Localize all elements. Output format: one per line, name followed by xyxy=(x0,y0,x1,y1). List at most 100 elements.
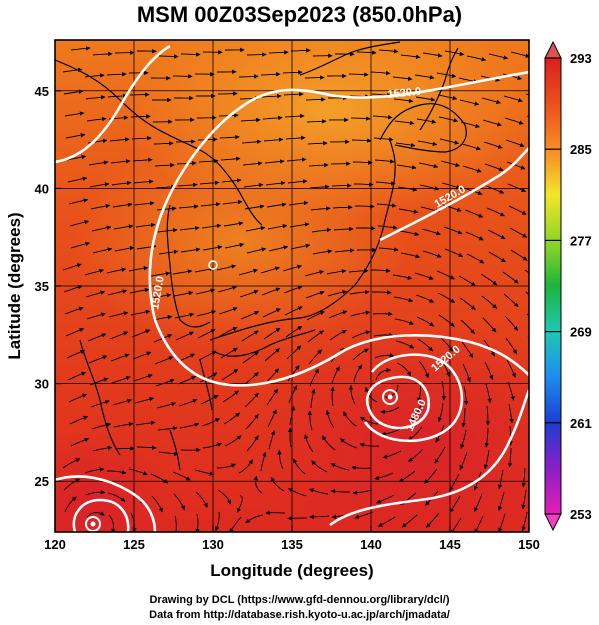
streamline-arrow xyxy=(505,337,518,355)
streamline-arrow xyxy=(242,161,263,166)
streamline-arrow xyxy=(509,227,528,238)
streamline-arrow xyxy=(328,310,348,319)
y-axis-ticks: 25 30 35 40 45 xyxy=(35,84,61,489)
streamline-arrow xyxy=(286,157,307,162)
streamline-arrow xyxy=(197,137,218,142)
streamline-arrow xyxy=(371,290,392,295)
streamline-arrow xyxy=(86,312,106,320)
colorbar-tick-label: 253 xyxy=(570,507,592,522)
streamline-arrow xyxy=(86,511,105,518)
streamline-arrow xyxy=(394,318,414,325)
streamline-arrow xyxy=(131,135,152,141)
colorbar-tick-label: 293 xyxy=(570,51,592,66)
streamline-arrow xyxy=(351,330,371,339)
streamline-arrow xyxy=(62,263,82,271)
streamline-arrow xyxy=(376,203,397,208)
streamline-arrow xyxy=(307,330,324,343)
streamline-arrow xyxy=(84,467,105,474)
colorbar-tick-label: 261 xyxy=(570,416,592,431)
streamline-arrow xyxy=(62,458,81,469)
streamline-arrow xyxy=(69,415,89,425)
streamline-arrow xyxy=(528,358,529,359)
streamline-arrow xyxy=(375,367,391,381)
streamline-arrow xyxy=(330,463,350,471)
streamline-arrow xyxy=(266,388,279,406)
streamline-arrow xyxy=(370,70,391,76)
streamline-arrow xyxy=(196,310,217,317)
streamline-arrow xyxy=(284,306,303,316)
streamline-arrow xyxy=(307,140,328,146)
streamline-arrow xyxy=(449,495,461,513)
streamline-arrow xyxy=(158,451,179,457)
streamline-arrow xyxy=(437,94,458,101)
streamline-arrow xyxy=(112,398,132,406)
streamline-arrow xyxy=(304,75,325,80)
streamline-arrow xyxy=(459,451,468,471)
streamline-arrow xyxy=(110,159,131,164)
streamline-arrow xyxy=(243,182,264,188)
streamline-arrow xyxy=(88,355,108,364)
streamline-arrow xyxy=(481,97,501,104)
streamline-arrow xyxy=(502,73,523,81)
streamline-arrow xyxy=(246,247,267,254)
y-axis-label: Latitude (degrees) xyxy=(5,212,24,359)
streamline-arrow xyxy=(217,489,232,505)
streamline-arrow xyxy=(352,489,373,495)
streamline-arrow xyxy=(460,319,475,334)
streamline-arrow xyxy=(352,160,373,165)
x-tick-label: 140 xyxy=(360,537,382,552)
streamline-arrow xyxy=(374,353,395,359)
streamline-arrow xyxy=(434,446,446,464)
streamline-arrow xyxy=(154,162,175,168)
streamline-arrow xyxy=(290,243,311,250)
streamline-arrow xyxy=(350,116,371,121)
streamline-arrow xyxy=(217,91,238,96)
streamline-arrow xyxy=(130,114,151,119)
streamline-arrow xyxy=(309,488,329,495)
streamline-arrow xyxy=(107,93,128,99)
streamline-arrow xyxy=(483,141,503,149)
streamline-arrow xyxy=(533,446,534,465)
streamline-arrow xyxy=(285,325,303,338)
streamline-arrow xyxy=(356,50,377,55)
contour-1480-ring-1 xyxy=(365,375,431,430)
streamline-arrow xyxy=(483,449,490,470)
streamline-arrow xyxy=(371,268,391,273)
streamline-arrow xyxy=(69,220,90,227)
streamline-arrow xyxy=(310,206,331,211)
streamline-arrow xyxy=(376,494,395,504)
streamline-arrow xyxy=(114,446,135,451)
contour-1520-trough xyxy=(148,106,529,387)
x-tick-label: 135 xyxy=(281,537,303,552)
streamline-arrow xyxy=(173,290,194,297)
streamline-arrow xyxy=(215,511,220,532)
streamline-arrow xyxy=(261,287,281,296)
streamline-arrow xyxy=(396,362,411,377)
streamline-arrow xyxy=(399,230,420,237)
streamline-arrow xyxy=(382,450,402,459)
streamline-arrow xyxy=(524,269,529,274)
streamline-arrow xyxy=(310,388,316,409)
streamline-arrow xyxy=(503,95,523,103)
streamline-arrow xyxy=(398,470,416,483)
streamline-arrow xyxy=(485,383,492,404)
streamline-arrow xyxy=(437,402,444,423)
streamline-arrow xyxy=(151,495,163,513)
streamline-arrow xyxy=(156,402,176,409)
streamline-arrow xyxy=(508,425,513,446)
streamline-arrow xyxy=(267,223,288,230)
streamline-arrow xyxy=(220,156,241,162)
streamline-arrow xyxy=(65,327,85,337)
streamline-arrow xyxy=(425,512,440,528)
streamline-arrow xyxy=(106,267,127,274)
streamline-arrow xyxy=(180,247,201,253)
x-axis-ticks: 120 125 130 135 140 145 150 xyxy=(44,526,540,552)
streamline-arrow xyxy=(155,184,176,190)
streamline-arrow xyxy=(221,368,239,381)
streamline-arrow xyxy=(415,96,436,102)
streamline-arrow xyxy=(244,392,259,408)
streamline-arrow xyxy=(531,402,536,421)
streamline-arrow xyxy=(507,183,527,193)
streamline-arrow xyxy=(107,470,127,475)
streamline-arrow xyxy=(460,121,481,129)
